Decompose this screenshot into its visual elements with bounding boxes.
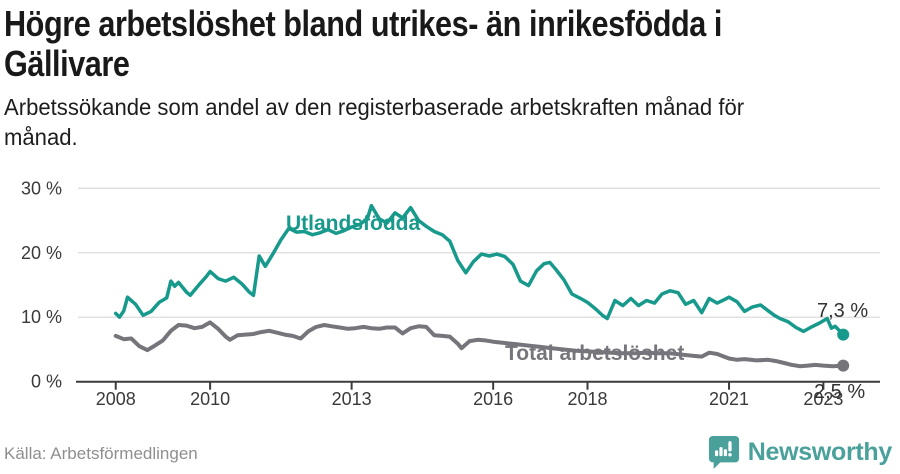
series-label: Utlandsfödda: [286, 212, 420, 235]
series-end-value-label: 2,5 %: [814, 381, 865, 403]
newsworthy-logo[interactable]: Newsworthy: [708, 435, 892, 470]
chart-title: Högre arbetslöshet bland utrikes- än inr…: [4, 3, 722, 84]
x-tick-label: 2023: [803, 389, 843, 409]
source-note: Källa: Arbetsförmedlingen: [4, 444, 198, 463]
x-tick-label: 2018: [567, 389, 607, 409]
series-line-utlandsfodda: [113, 203, 845, 337]
series-line-total: [113, 320, 846, 369]
series-end-dot: [837, 328, 850, 341]
series-label: Total arbetslöshet: [505, 342, 684, 365]
x-tick-label: 2016: [473, 389, 513, 409]
x-tick-label: 2010: [190, 389, 230, 409]
chart-subtitle: Arbetssökande som andel av den registerb…: [4, 94, 745, 150]
x-tick-label: 2013: [332, 389, 372, 409]
y-tick-label: 10 %: [21, 307, 62, 327]
y-tick-label: 30 %: [21, 178, 62, 198]
newsworthy-wordmark: Newsworthy: [747, 438, 893, 466]
series-end-dot: [837, 359, 850, 372]
y-tick-label: 0 %: [31, 372, 62, 392]
newsworthy-bubble-chart-icon: [708, 436, 739, 469]
x-tick-label: 2021: [709, 389, 749, 409]
series-end-value-label: 7,3 %: [817, 300, 868, 322]
y-tick-label: 20 %: [21, 243, 62, 263]
x-tick-label: 2008: [96, 389, 136, 409]
